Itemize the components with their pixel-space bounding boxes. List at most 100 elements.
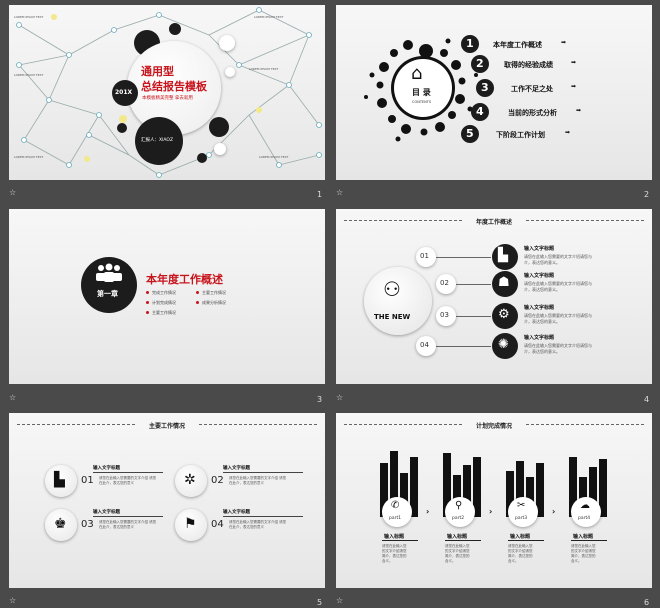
item-title: 输入文字标题 (524, 246, 555, 252)
slide-thumbnail-6[interactable]: 计划完成情况 ✆ part1 输入标题 请您在此输入您 的文字介绍请您 简介，表… (336, 413, 652, 588)
item-desc: 介，表达您的意义。 (524, 319, 560, 324)
work-item-2[interactable]: ✲ 02 输入文字标题 请您在此输入您需要的文字介绍 请您 在此介，表达您的意义 (175, 465, 305, 499)
slide-thumbnail-4[interactable]: 年度工作概述 ⚇ THE NEW 01 ▙ 输入文字标题 请您在此输入您需要的文… (336, 209, 652, 384)
contents-circle (394, 59, 452, 117)
item-desc: 介，表达您的意义。 (524, 287, 560, 292)
network-lines (16, 7, 322, 178)
chart-icon (492, 244, 518, 270)
slide-number: 3 (317, 395, 323, 404)
title-line-2: 总结报告模板 (141, 80, 207, 93)
location-pin-icon: ⚲ (455, 500, 463, 511)
section-divider (526, 424, 644, 425)
arrow-icon: ➡ (565, 129, 571, 136)
overview-item-1[interactable]: 01 ▙ 输入文字标题 请您在此输入您需要的文字介绍请您与 介，表达您的意义。 (416, 244, 646, 274)
reporter-text: 汇报人：XIAOZ (141, 138, 174, 143)
work-item-4[interactable]: ⚑ 04 输入文字标题 请您在此输入您需要的文字介绍 请您 在此介，表达您的意义 (175, 509, 305, 543)
slide-star-icon[interactable]: ☆ (336, 188, 344, 197)
house-icon: ⌂ (411, 63, 423, 84)
num-circle (436, 306, 456, 326)
part-desc: 简介，表达您的 (445, 554, 470, 558)
toc-item-2[interactable]: 2 取得的经验成绩 ➡ (471, 55, 646, 73)
part-4[interactable]: ☁ part4 输入标题 请您在此输入您 的文字介绍请您 简介，表达您的 含义。 (569, 497, 609, 582)
overview-item-3[interactable]: 03 ⚙ 输入文字标题 请您在此输入您需要的文字介绍请您与 介，表达您的意义。 (436, 303, 646, 333)
section-divider (526, 220, 644, 221)
overview-item-2[interactable]: 02 ☗ 输入文字标题 请您在此输入您需要的文字介绍请您与 介，表达您的意义。 (436, 271, 646, 301)
slide-thumbnail-2[interactable]: ⌂ 目 录 CONTENTS 1 本年度工作概述 ➡ 2 取得的经验成绩 ➡ 3… (336, 5, 652, 180)
dot-ring (364, 38, 478, 142)
slide-star-icon[interactable]: ☆ (336, 393, 344, 402)
slide-thumbnail-1[interactable]: LOREM IPSUM TEXT LOREM IPSUM TEXT LOREM … (9, 5, 325, 180)
part-circle (508, 497, 538, 527)
phone-icon: ✆ (391, 500, 400, 511)
item-number: 04 (420, 341, 429, 349)
item-number: 03 (81, 519, 94, 530)
slide-star-icon[interactable]: ☆ (9, 596, 17, 605)
overview-item-4[interactable]: 04 ✺ 输入文字标题 请您在此输入您需要的文字介绍请您与 介，表达您的意义。 (416, 333, 646, 363)
part-title: 输入标题 (510, 534, 531, 540)
gears-icon (492, 303, 518, 329)
globe-icon (492, 333, 518, 359)
person-clock-icon: ♚ (54, 516, 67, 532)
reporter-circle (135, 117, 183, 165)
globe-glyph: ✺ (498, 337, 509, 352)
underline (445, 540, 481, 541)
item-desc: 在此介，表达您的意义 (229, 525, 264, 529)
item-title: 输入文字标题 (524, 273, 555, 279)
work-item-1[interactable]: ▙ 01 输入文字标题 请您在此输入您需要的文字介绍 请您 在此介，表达您的意义 (45, 465, 165, 499)
team-icon (96, 263, 122, 282)
num-circle (416, 247, 436, 267)
chevron-right-icon: › (426, 507, 430, 516)
part-2[interactable]: ⚲ part2 输入标题 请您在此输入您 的文字介绍请您 简介，表达您的 含义。 (443, 497, 483, 582)
arrow-icon: ➡ (561, 39, 567, 46)
part-title: 输入标题 (447, 534, 468, 540)
item-title: 输入文字标题 (524, 335, 555, 341)
item-number: 02 (211, 475, 224, 486)
toc-item-4[interactable]: 4 当前的形式分析 ➡ (471, 103, 646, 121)
part-desc: 请您在此输入您 (508, 544, 533, 548)
bullet-dot (146, 301, 149, 304)
part-desc: 含义。 (382, 559, 393, 563)
slide-number: 5 (317, 598, 323, 607)
part-desc: 含义。 (571, 559, 582, 563)
arrow-icon: ➡ (571, 59, 577, 66)
toc-item-1[interactable]: 1 本年度工作概述 ➡ (461, 35, 646, 53)
toc-label: 工作不足之处 (511, 85, 553, 93)
node-label: LOREM IPSUM TEXT (254, 15, 284, 19)
item-title: 输入文字标题 (223, 466, 250, 471)
part-3[interactable]: ✂ part3 输入标题 请您在此输入您 的文字介绍请您 简介，表达您的 含义。 (506, 497, 546, 582)
slide-thumbnail-5[interactable]: 主要工作情况 ▙ 01 输入文字标题 请您在此输入您需要的文字介绍 请您 在此介… (9, 413, 325, 588)
part-1[interactable]: ✆ part1 输入标题 请您在此输入您 的文字介绍请您 简介，表达您的 含义。 (380, 497, 420, 582)
toc-number-circle (471, 103, 489, 121)
part-title: 输入标题 (573, 534, 594, 540)
part-desc: 简介，表达您的 (508, 554, 533, 558)
node-label: LOREM IPSUM TEXT (14, 15, 44, 19)
part-label: part1 (389, 516, 402, 521)
contents-sub: CONTENTS (412, 100, 432, 104)
work-item-3[interactable]: ♚ 03 输入文字标题 请您在此输入您需要的文字介绍 请您 在此介，表达您的意义 (45, 509, 165, 543)
chapter-label: 第一章 (97, 290, 118, 298)
node-label: LOREM IPSUM TEXT (14, 155, 44, 159)
part-desc: 请您在此输入您 (571, 544, 596, 548)
tools-icon: ✂ (517, 500, 526, 511)
section-title: 年度工作概述 (475, 219, 512, 226)
item-number: 04 (211, 519, 224, 530)
org-chart-icon: ⚇ (383, 277, 401, 301)
part-desc: 请您在此输入您 (382, 544, 407, 548)
part-circle (445, 497, 475, 527)
toc-item-5[interactable]: 5 下阶段工作计划 ➡ (461, 125, 646, 143)
decor-dot (225, 67, 235, 77)
slide-thumbnail-3[interactable]: 第一章 本年度工作概述 完成工作情况 主要工作情况 计划完成情况 成果分析情况 … (9, 209, 325, 384)
slide-star-icon[interactable]: ☆ (336, 596, 344, 605)
toc-number: 5 (466, 127, 474, 140)
connector-line (93, 516, 163, 517)
center-text: THE NEW (374, 313, 411, 321)
icon-circle (175, 465, 207, 497)
item-desc: 请您在此输入您需要的文字介绍 请您 (229, 520, 287, 524)
bullet-dot (196, 291, 199, 294)
part-circle (571, 497, 601, 527)
connector-line (456, 316, 491, 317)
bullet-dot (146, 311, 149, 314)
slide-star-icon[interactable]: ☆ (9, 188, 17, 197)
slide-star-icon[interactable]: ☆ (9, 393, 17, 402)
toc-item-3[interactable]: 3 工作不足之处 ➡ (476, 79, 646, 97)
